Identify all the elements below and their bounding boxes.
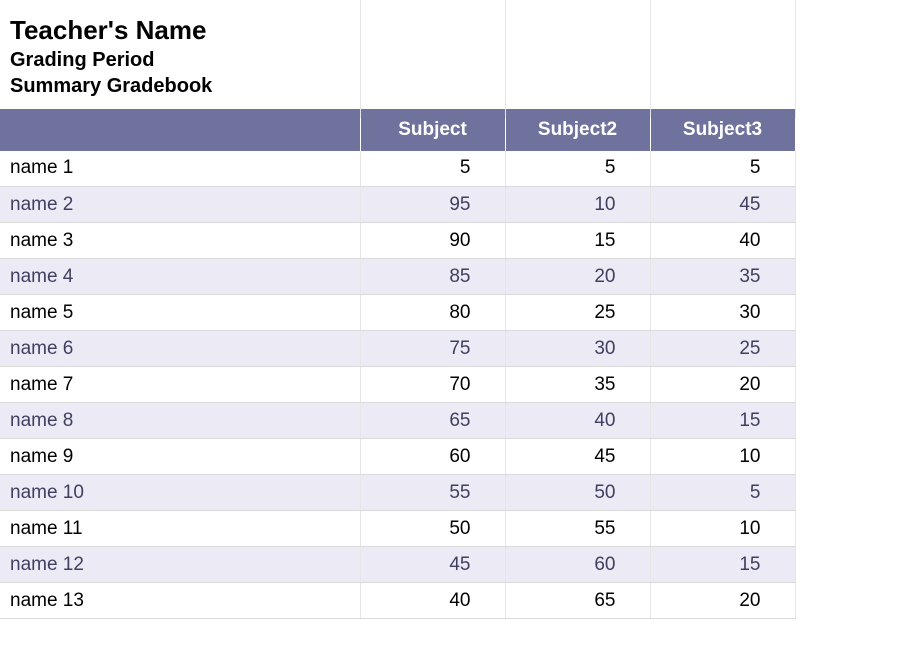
- cell-subject1: 40: [360, 583, 505, 619]
- cell-subject3: 10: [650, 439, 795, 475]
- cell-name: name 9: [0, 439, 360, 475]
- cell-subject3: 5: [650, 151, 795, 187]
- cell-subject2: 65: [505, 583, 650, 619]
- cell-subject3: 40: [650, 223, 795, 259]
- cell-pad: [795, 583, 917, 619]
- cell-subject1: 75: [360, 331, 505, 367]
- cell-name: name 11: [0, 511, 360, 547]
- cell-subject1: 45: [360, 547, 505, 583]
- cell-subject1: 65: [360, 403, 505, 439]
- cell-subject3: 10: [650, 511, 795, 547]
- grading-period-title: Grading Period: [10, 47, 907, 73]
- table-row: name 3901540: [0, 223, 917, 259]
- title-block: Teacher's Name Grading Period Summary Gr…: [0, 0, 917, 109]
- cell-name: name 7: [0, 367, 360, 403]
- table-row: name 11505510: [0, 511, 917, 547]
- gradebook-sheet: Teacher's Name Grading Period Summary Gr…: [0, 0, 917, 649]
- table-row: name 2951045: [0, 187, 917, 223]
- cell-subject2: 35: [505, 367, 650, 403]
- cell-subject2: 20: [505, 259, 650, 295]
- col-header-subject2: Subject2: [505, 109, 650, 151]
- cell-subject1: 5: [360, 151, 505, 187]
- cell-name: name 6: [0, 331, 360, 367]
- cell-subject1: 55: [360, 475, 505, 511]
- cell-subject2: 60: [505, 547, 650, 583]
- cell-name: name 2: [0, 187, 360, 223]
- cell-pad: [795, 439, 917, 475]
- cell-name: name 4: [0, 259, 360, 295]
- table-row: name 5802530: [0, 295, 917, 331]
- cell-subject2: 45: [505, 439, 650, 475]
- table-row: name 7703520: [0, 367, 917, 403]
- cell-subject2: 50: [505, 475, 650, 511]
- cell-subject2: 10: [505, 187, 650, 223]
- summary-gradebook-title: Summary Gradebook: [10, 73, 907, 99]
- cell-subject1: 90: [360, 223, 505, 259]
- table-row: name 9604510: [0, 439, 917, 475]
- cell-subject1: 95: [360, 187, 505, 223]
- col-header-pad: [795, 109, 917, 151]
- cell-name: name 12: [0, 547, 360, 583]
- col-header-name: [0, 109, 360, 151]
- cell-subject3: 5: [650, 475, 795, 511]
- table-header: Subject Subject2 Subject3: [0, 109, 917, 151]
- cell-subject1: 50: [360, 511, 505, 547]
- cell-pad: [795, 547, 917, 583]
- cell-pad: [795, 403, 917, 439]
- cell-subject2: 40: [505, 403, 650, 439]
- cell-pad: [795, 187, 917, 223]
- cell-pad: [795, 223, 917, 259]
- cell-subject3: 35: [650, 259, 795, 295]
- cell-name: name 3: [0, 223, 360, 259]
- cell-subject3: 45: [650, 187, 795, 223]
- cell-subject3: 15: [650, 403, 795, 439]
- cell-subject2: 5: [505, 151, 650, 187]
- cell-subject2: 15: [505, 223, 650, 259]
- cell-subject2: 25: [505, 295, 650, 331]
- col-header-subject3: Subject3: [650, 109, 795, 151]
- table-row: name 13406520: [0, 583, 917, 619]
- cell-subject1: 60: [360, 439, 505, 475]
- cell-name: name 10: [0, 475, 360, 511]
- table-row: name 1555: [0, 151, 917, 187]
- cell-subject3: 20: [650, 367, 795, 403]
- cell-subject1: 80: [360, 295, 505, 331]
- cell-subject3: 30: [650, 295, 795, 331]
- cell-subject3: 20: [650, 583, 795, 619]
- cell-pad: [795, 151, 917, 187]
- table-row: name 1055505: [0, 475, 917, 511]
- teacher-name-title: Teacher's Name: [10, 14, 907, 47]
- cell-subject3: 15: [650, 547, 795, 583]
- cell-pad: [795, 475, 917, 511]
- cell-pad: [795, 331, 917, 367]
- cell-pad: [795, 259, 917, 295]
- cell-name: name 13: [0, 583, 360, 619]
- cell-subject2: 30: [505, 331, 650, 367]
- cell-subject1: 85: [360, 259, 505, 295]
- col-header-subject1: Subject: [360, 109, 505, 151]
- gradebook-table: Subject Subject2 Subject3 name 1555name …: [0, 109, 917, 620]
- cell-name: name 5: [0, 295, 360, 331]
- cell-pad: [795, 367, 917, 403]
- cell-subject2: 55: [505, 511, 650, 547]
- cell-name: name 1: [0, 151, 360, 187]
- table-row: name 8654015: [0, 403, 917, 439]
- table-row: name 4852035: [0, 259, 917, 295]
- cell-subject3: 25: [650, 331, 795, 367]
- table-body: name 1555name 2951045name 3901540name 48…: [0, 151, 917, 619]
- cell-subject1: 70: [360, 367, 505, 403]
- cell-name: name 8: [0, 403, 360, 439]
- table-row: name 12456015: [0, 547, 917, 583]
- cell-pad: [795, 295, 917, 331]
- table-row: name 6753025: [0, 331, 917, 367]
- cell-pad: [795, 511, 917, 547]
